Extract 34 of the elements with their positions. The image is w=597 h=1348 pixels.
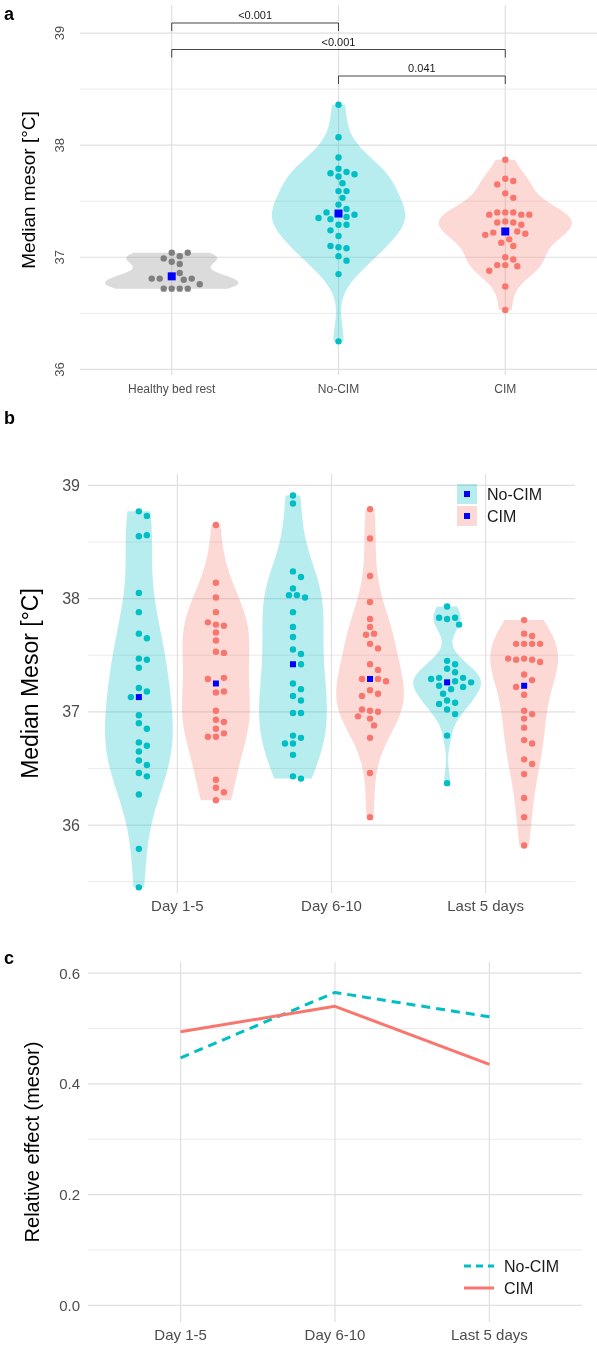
annotation: <0.001: [321, 35, 356, 48]
y-tick-label: 0.6: [59, 964, 80, 982]
x-tick-label: Day 6-10: [304, 1326, 366, 1343]
y-axis-title: Median mesor [°C]: [17, 111, 39, 269]
legend-label: CIM: [504, 1279, 534, 1297]
legend-label: No-CIM: [504, 1257, 560, 1275]
y-tick-label: 0.4: [59, 1075, 80, 1093]
y-tick-label: 39: [62, 476, 81, 494]
y-tick-label: 39: [52, 25, 67, 41]
y-tick-label: 0.0: [59, 1296, 80, 1314]
annotation: <0.001: [238, 9, 273, 21]
chart-title: b: [4, 408, 15, 428]
y-tick-label: 0.2: [59, 1186, 80, 1204]
x-tick-label: Day 6-10: [301, 897, 362, 914]
legend-label: No-CIM: [487, 485, 543, 503]
x-tick-label: No-CIM: [317, 382, 360, 396]
legend-label: CIM: [487, 507, 517, 525]
annotation: 0.041: [408, 62, 436, 74]
y-axis-title: Relative effect (mesor): [21, 1041, 43, 1243]
x-tick-label: Healthy bed rest: [128, 382, 217, 396]
y-tick-label: 37: [52, 250, 67, 265]
y-tick-label: 37: [62, 703, 81, 721]
chart-title: c: [4, 948, 15, 968]
y-tick-label: 36: [52, 362, 67, 377]
y-axis-title: Median Mesor [°C]: [17, 588, 43, 779]
x-tick-label: Day 1-5: [154, 1326, 207, 1343]
x-tick-label: Day 1-5: [151, 897, 204, 914]
x-tick-label: CIM: [494, 382, 517, 396]
y-tick-label: 36: [62, 816, 81, 834]
y-tick-label: 38: [62, 590, 81, 608]
y-tick-label: 38: [52, 137, 67, 153]
x-tick-label: Last 5 days: [451, 1326, 528, 1343]
x-tick-label: Last 5 days: [447, 897, 524, 914]
chart-title: a: [4, 4, 15, 24]
